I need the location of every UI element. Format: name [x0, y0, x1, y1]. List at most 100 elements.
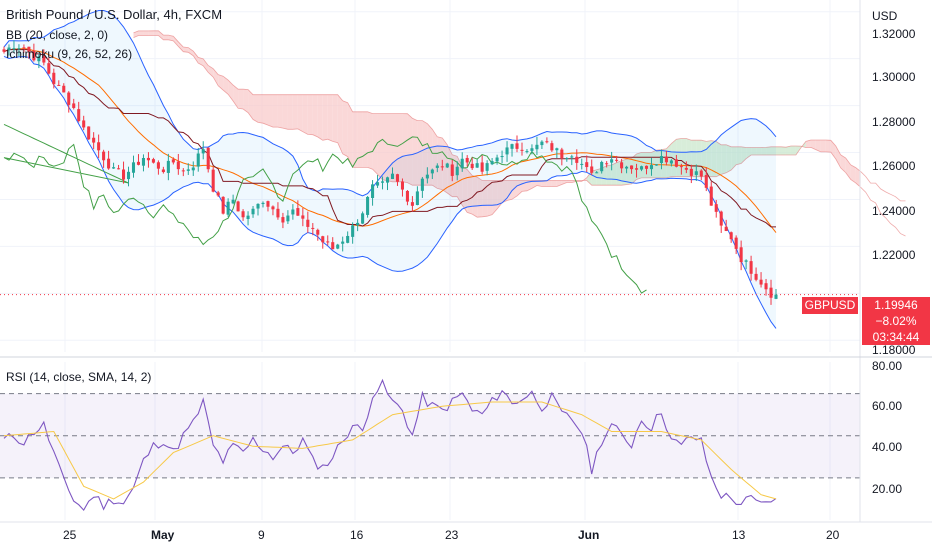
candle-body: [729, 232, 733, 240]
candle-body: [470, 163, 474, 169]
candle-body: [535, 144, 539, 150]
ichimoku-cloud-segment: [472, 175, 478, 218]
candle-body: [82, 120, 86, 128]
ichimoku-cloud-segment: [442, 138, 448, 193]
ichimoku-cloud-segment: [751, 147, 757, 155]
ichimoku-cloud-segment: [766, 146, 772, 155]
ichimoku-cloud-segment: [716, 141, 722, 177]
candle-body: [376, 182, 380, 186]
candle-body: [425, 174, 429, 179]
candle-body: [580, 163, 584, 165]
bollinger-basis: [3, 48, 777, 233]
ichimoku-cloud-segment: [531, 180, 537, 189]
candle-body: [759, 279, 763, 285]
candle-body: [32, 50, 36, 61]
rsi-legend[interactable]: RSI (14, close, SMA, 14, 2): [6, 370, 152, 384]
candle-body: [166, 160, 170, 173]
ichimoku-cloud-segment: [327, 94, 333, 142]
ichimoku-cloud-segment: [148, 30, 154, 36]
bollinger-band-fill: [4, 10, 776, 329]
candle-body: [326, 241, 330, 243]
bollinger-layer: [3, 10, 777, 329]
symbol-tag: GBPUSD: [802, 297, 858, 314]
ichimoku-cloud-segment: [367, 111, 373, 170]
candle-body: [266, 201, 270, 207]
candle-body: [415, 191, 419, 206]
candle-body: [276, 208, 280, 218]
candle-body: [590, 166, 594, 173]
candle-body: [410, 202, 414, 206]
time-tick: May: [151, 528, 175, 542]
ichimoku-cloud-segment: [746, 147, 752, 159]
ichimoku-cloud-layer: [133, 30, 906, 237]
candle-body: [510, 144, 514, 149]
ichimoku-cloud-segment: [432, 129, 438, 189]
ichimoku-cloud-segment: [541, 180, 547, 187]
ichimoku-cloud-segment: [556, 180, 562, 187]
ichimoku-cloud-segment: [223, 76, 229, 95]
ichimoku-cloud-segment: [820, 140, 826, 152]
ichimoku-cloud-segment: [487, 180, 493, 217]
candle-body: [445, 163, 449, 168]
time-tick: 13: [732, 528, 746, 542]
candle-body: [296, 208, 300, 216]
ichimoku-legend[interactable]: Ichimoku (9, 26, 52, 26): [6, 47, 133, 61]
ichimoku-cloud-segment: [203, 58, 209, 73]
bb-legend[interactable]: BB (20, close, 2, 0): [6, 28, 109, 42]
candle-body: [47, 63, 51, 74]
candle-body: [664, 156, 668, 163]
leading-span-b: [133, 30, 906, 202]
ichimoku-cloud-segment: [561, 180, 567, 185]
ichimoku-cloud-segment: [342, 100, 348, 157]
ichimoku-cloud-segment: [805, 140, 811, 148]
candle-body: [97, 142, 101, 151]
candle-body: [261, 202, 265, 205]
candle-body: [550, 143, 554, 151]
ichimoku-cloud-segment: [183, 47, 189, 53]
candle-body: [301, 215, 305, 219]
candle-body: [77, 109, 81, 121]
ichimoku-cloud-segment: [168, 35, 174, 41]
rsi-layer: [0, 378, 860, 512]
candle-body: [475, 163, 479, 168]
candle-body: [515, 143, 519, 149]
candle-body: [186, 169, 190, 171]
candle-body: [530, 148, 534, 151]
ichimoku-cloud-segment: [641, 152, 647, 178]
candle-body: [316, 229, 320, 235]
ichimoku-cloud-segment: [243, 89, 249, 113]
candle-body: [236, 201, 240, 212]
ichimoku-cloud-segment: [297, 94, 303, 132]
ichimoku-cloud-segment: [153, 30, 159, 36]
ichimoku-cloud-segment: [566, 180, 572, 183]
candle-body: [146, 157, 150, 161]
ichimoku-cloud-segment: [248, 89, 254, 120]
ichimoku-cloud-segment: [143, 30, 149, 36]
candle-body: [520, 149, 524, 151]
ichimoku-cloud-segment: [253, 94, 259, 123]
candle-body: [171, 159, 175, 163]
candle-body: [405, 190, 409, 202]
candle-body: [57, 84, 61, 86]
candle-body: [744, 260, 748, 262]
candle-body: [430, 169, 434, 174]
candle-body: [465, 157, 469, 163]
candle-body: [649, 165, 654, 170]
candle-body: [196, 153, 200, 167]
ichimoku-cloud-segment: [422, 120, 428, 186]
bollinger-lower: [3, 55, 777, 329]
candle-body: [595, 172, 599, 174]
ichimoku-cloud-segment: [840, 154, 846, 173]
ichimoku-cloud-segment: [691, 140, 697, 177]
grid-layer: [0, 0, 860, 520]
ichimoku-cloud-segment: [696, 140, 702, 177]
rsi-band-fill: [0, 393, 860, 478]
candle-body: [27, 46, 31, 52]
price-tick: 1.26000: [872, 159, 916, 173]
candle-body: [585, 162, 589, 168]
candle-body: [620, 162, 624, 169]
candle-body: [769, 287, 773, 298]
candle-body: [12, 48, 16, 50]
ichimoku-cloud-segment: [397, 113, 403, 182]
